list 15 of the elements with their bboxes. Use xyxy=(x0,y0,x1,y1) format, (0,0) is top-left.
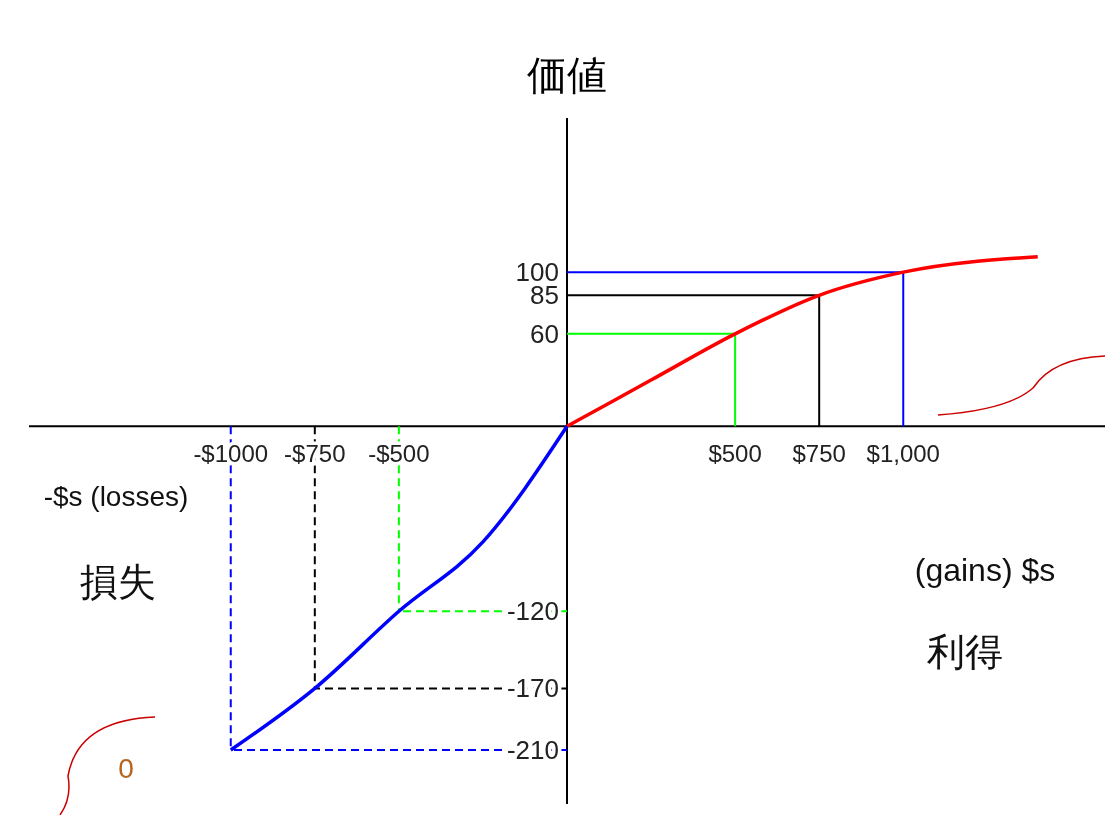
y-tick-label: 85 xyxy=(530,280,559,311)
x-tick-label: $1,000 xyxy=(866,440,940,468)
annotation: (gains) $s xyxy=(913,551,1057,590)
annotation: -$s (losses) xyxy=(42,480,190,514)
line-series xyxy=(565,254,1040,429)
x-tick-label: $750 xyxy=(792,440,846,468)
x-tick-label: -$1000 xyxy=(193,440,269,468)
x-tick-label: -$500 xyxy=(368,440,430,468)
annotation: 損失 xyxy=(79,560,157,605)
y-axis-title: 価値 xyxy=(526,52,608,99)
annotation: 0 xyxy=(117,752,135,786)
x-tick-label: -$750 xyxy=(284,440,346,468)
annotation: 利得 xyxy=(926,630,1004,675)
y-tick-label: 60 xyxy=(530,318,559,349)
x-tick-label: $500 xyxy=(708,440,762,468)
